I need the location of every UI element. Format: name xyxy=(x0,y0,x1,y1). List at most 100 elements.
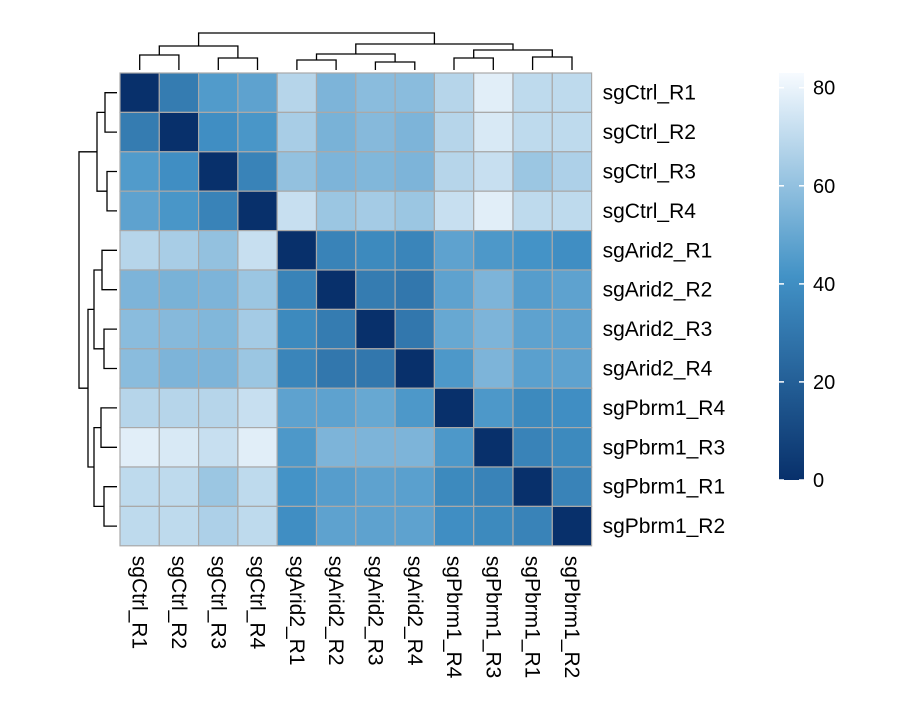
column-dendrogram-branch-3 xyxy=(296,59,337,70)
heatmap-cell-8-5 xyxy=(315,387,357,429)
heatmap-cell-7-2 xyxy=(198,348,239,389)
heatmap-cell-0-3 xyxy=(237,72,278,114)
colorbar: 0 20 40 60 80 xyxy=(779,73,835,492)
heatmap-cell-11-0 xyxy=(119,505,160,547)
heatmap-cell-10-2 xyxy=(198,466,239,508)
column-label: sgArid2_R2 xyxy=(324,556,347,666)
heatmap-cell-8-8 xyxy=(433,387,475,429)
heatmap-cell-11-4 xyxy=(276,505,318,547)
heatmap-cell-5-7 xyxy=(394,269,436,311)
row-label: sgPbrm1_R1 xyxy=(603,476,726,499)
heatmap-cell-4-0 xyxy=(119,230,160,271)
heatmap-cell-9-10 xyxy=(512,427,553,468)
heatmap-cell-1-1 xyxy=(158,111,200,153)
column-label: sgPbrm1_R1 xyxy=(521,556,544,679)
heatmap-cells xyxy=(119,72,593,547)
column-dendrogram-branch-4 xyxy=(374,61,416,70)
heatmap-cell-9-0 xyxy=(119,427,160,468)
heatmap-cell-6-8 xyxy=(433,308,475,350)
column-label: sgPbrm1_R4 xyxy=(442,556,465,679)
heatmap-cell-6-4 xyxy=(276,308,318,350)
heatmap-cell-1-8 xyxy=(433,111,475,153)
heatmap-cell-7-9 xyxy=(473,348,514,389)
heatmap-cell-11-7 xyxy=(394,505,436,547)
heatmap-cell-0-11 xyxy=(551,72,593,114)
heatmap-cell-11-10 xyxy=(512,505,553,547)
heatmap-cell-8-4 xyxy=(276,387,318,429)
column-dendrogram-branch-2 xyxy=(158,45,239,58)
heatmap-cell-11-5 xyxy=(315,505,357,547)
heatmap-cell-10-1 xyxy=(158,466,200,508)
heatmap-cell-3-6 xyxy=(355,190,396,232)
heatmap-cell-10-0 xyxy=(119,466,160,508)
heatmap-cell-6-5 xyxy=(315,308,357,350)
column-label: sgCtrl_R3 xyxy=(206,556,229,649)
heatmap-cell-4-1 xyxy=(158,230,200,271)
heatmap-cell-7-8 xyxy=(433,348,475,389)
heatmap-cell-4-5 xyxy=(315,230,357,271)
heatmap-cell-5-2 xyxy=(198,269,239,311)
column-label: sgPbrm1_R3 xyxy=(481,556,504,679)
heatmap-cell-9-6 xyxy=(355,427,396,468)
column-label: sgArid2_R4 xyxy=(403,556,426,666)
heatmap-cell-8-10 xyxy=(512,387,553,429)
heatmap-cell-8-0 xyxy=(119,387,160,429)
heatmap-cell-5-8 xyxy=(433,269,475,311)
column-labels: sgCtrl_R1 sgCtrl_R2 sgCtrl_R3 sgCtrl_R4 sgAr… xyxy=(128,556,583,679)
column-dendrogram-branch-9 xyxy=(355,43,514,54)
heatmap-cell-1-3 xyxy=(237,111,278,153)
heatmap-cell-4-10 xyxy=(512,230,553,271)
row-label: sgCtrl_R1 xyxy=(603,82,696,105)
heatmap-cell-3-1 xyxy=(158,190,200,232)
column-dendrogram-branch-5 xyxy=(315,53,396,62)
heatmap-cell-1-5 xyxy=(315,111,357,153)
row-dendrogram-branch-7 xyxy=(103,486,117,527)
row-label: sgArid2_R4 xyxy=(603,358,713,381)
row-label: sgCtrl_R4 xyxy=(603,200,697,223)
row-label: sgCtrl_R2 xyxy=(603,121,696,144)
heatmap-cell-10-10 xyxy=(512,466,553,508)
heatmap-cell-0-7 xyxy=(394,72,436,114)
heatmap-cell-8-1 xyxy=(158,387,200,429)
heatmap-cell-11-2 xyxy=(198,505,239,547)
heatmap-cell-3-8 xyxy=(433,190,475,232)
row-label: sgArid2_R3 xyxy=(603,318,713,341)
heatmap-cell-10-11 xyxy=(551,466,593,508)
row-label: sgArid2_R2 xyxy=(603,279,713,302)
column-dendrogram xyxy=(139,32,573,70)
heatmap-cell-2-7 xyxy=(394,151,436,192)
heatmap-cell-5-5 xyxy=(315,269,357,311)
heatmap-cell-3-0 xyxy=(119,190,160,232)
heatmap-cell-0-6 xyxy=(355,72,396,114)
column-label: sgCtrl_R1 xyxy=(128,556,151,649)
colorbar-tick-label: 0 xyxy=(813,470,824,492)
heatmap-cell-4-2 xyxy=(198,230,239,271)
heatmap-cell-1-0 xyxy=(119,111,160,153)
heatmap-cell-11-8 xyxy=(433,505,475,547)
heatmap-cell-4-8 xyxy=(433,230,475,271)
heatmap-cell-3-5 xyxy=(315,190,357,232)
column-dendrogram-branch-10 xyxy=(197,32,436,46)
colorbar-tick-label: 40 xyxy=(813,274,835,296)
heatmap-cell-2-6 xyxy=(355,151,396,192)
column-label: sgArid2_R3 xyxy=(363,556,386,666)
heatmap-cell-9-5 xyxy=(315,427,357,468)
row-dendrogram-branch-6 xyxy=(100,407,117,448)
colorbar-tick-label: 60 xyxy=(813,176,835,198)
heatmap-cell-1-6 xyxy=(355,111,396,153)
heatmap-cell-3-2 xyxy=(198,190,239,232)
row-dendrogram xyxy=(78,92,117,527)
heatmap-cell-1-9 xyxy=(473,111,514,153)
heatmap-cell-9-7 xyxy=(394,427,436,468)
heatmap-cell-7-5 xyxy=(315,348,357,389)
heatmap-cell-5-1 xyxy=(158,269,200,311)
heatmap-cell-9-4 xyxy=(276,427,318,468)
heatmap-cell-1-10 xyxy=(512,111,553,153)
row-labels: sgCtrl_R1 sgCtrl_R2 sgCtrl_R3 sgCtrl_R4 sgAr… xyxy=(603,82,726,538)
heatmap-cell-3-11 xyxy=(551,190,593,232)
heatmap-cell-5-9 xyxy=(473,269,514,311)
heatmap-cell-6-1 xyxy=(158,308,200,350)
heatmap-cell-7-4 xyxy=(276,348,318,389)
heatmap-cell-2-4 xyxy=(276,151,318,192)
